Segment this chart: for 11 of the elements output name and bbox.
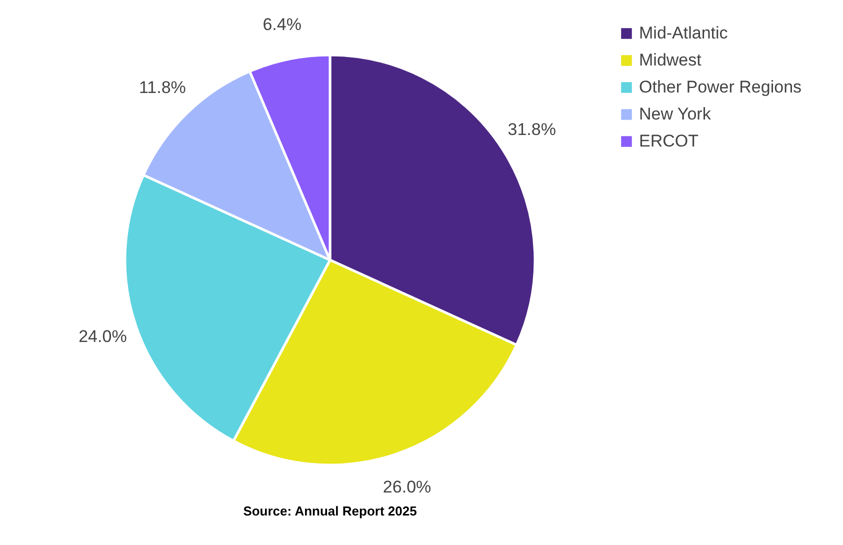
legend-label: ERCOT <box>639 132 698 150</box>
legend-label: Mid-Atlantic <box>639 24 728 42</box>
source-note: Source: Annual Report 2025 <box>243 503 417 518</box>
data-label: 26.0% <box>382 477 432 496</box>
data-label: 24.0% <box>78 327 127 346</box>
legend-label: Midwest <box>639 50 702 70</box>
data-label: 31.8% <box>508 120 556 140</box>
data-label: 11.8% <box>138 78 186 98</box>
data-label: 6.4% <box>262 14 302 34</box>
legend-label: Other Power Regions <box>639 78 802 96</box>
legend-label: New York <box>639 104 712 124</box>
